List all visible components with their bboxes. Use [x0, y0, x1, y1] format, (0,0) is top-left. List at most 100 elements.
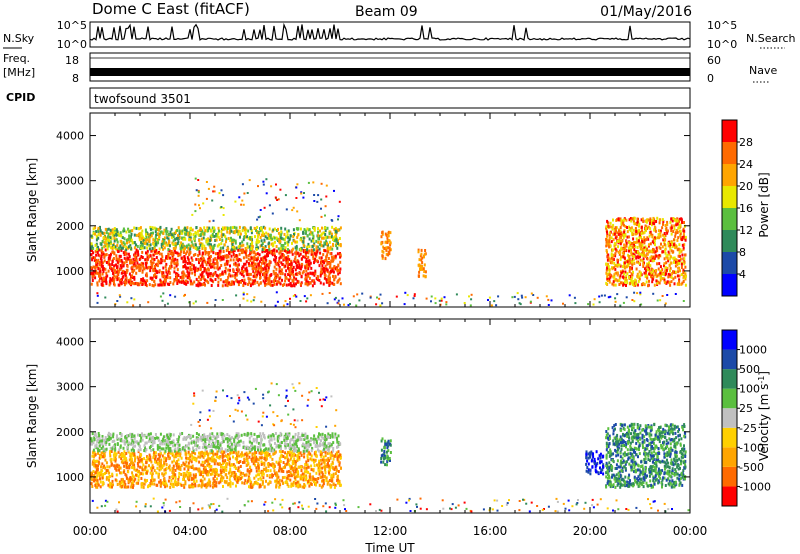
- scatter-cell: [339, 226, 342, 230]
- scatter-cell: [132, 304, 135, 307]
- scatter-cell: [285, 283, 288, 287]
- scatter-cell: [443, 296, 446, 299]
- scatter-cell: [636, 223, 638, 227]
- scatter-cell: [313, 242, 316, 246]
- scatter-cell: [665, 268, 668, 272]
- scatter-cell: [513, 295, 516, 298]
- scatter-cell: [184, 232, 187, 236]
- scatter-cell: [146, 256, 149, 260]
- scatter-cell: [119, 453, 122, 457]
- scatter-cell: [288, 450, 291, 454]
- scatter-cell: [278, 466, 281, 470]
- scatter-cell: [251, 484, 254, 488]
- scatter-cell: [262, 246, 265, 250]
- scatter-cell: [276, 300, 279, 303]
- scatter-cell: [101, 264, 104, 268]
- scatter-cell: [339, 466, 342, 470]
- scatter-cell: [624, 234, 627, 238]
- scatter-cell: [303, 192, 305, 194]
- scatter-cell: [227, 268, 230, 272]
- scatter-cell: [171, 466, 174, 470]
- scatter-cell: [159, 225, 162, 229]
- scatter-cell: [268, 237, 271, 241]
- scatter-cell: [610, 236, 613, 240]
- scatter-cell: [151, 283, 154, 287]
- scatter-cell: [214, 299, 217, 301]
- scatter-cell: [326, 458, 329, 462]
- scatter-cell: [623, 272, 626, 276]
- scatter-cell: [293, 284, 296, 288]
- scatter-cell: [208, 256, 211, 260]
- scatter-cell: [152, 284, 155, 288]
- scatter-cell: [225, 249, 228, 252]
- scatter-cell: [129, 229, 132, 233]
- scatter-cell: [635, 260, 638, 264]
- scatter-cell: [234, 239, 237, 243]
- scatter-cell: [229, 283, 232, 287]
- scatter-cell: [201, 254, 204, 258]
- scatter-cell: [169, 256, 171, 260]
- scatter-cell: [189, 484, 192, 488]
- scatter-cell: [327, 281, 330, 285]
- scatter-cell: [234, 467, 237, 470]
- scatter-cell: [295, 277, 298, 281]
- scatter-cell: [160, 252, 163, 256]
- scatter-cell: [242, 453, 245, 457]
- scatter-cell: [158, 232, 161, 236]
- scatter-cell: [184, 480, 187, 484]
- scatter-cell: [244, 267, 247, 271]
- scatter-cell: [279, 247, 282, 251]
- scatter-cell: [213, 458, 216, 462]
- scatter-cell: [97, 236, 100, 240]
- scatter-cell: [134, 254, 136, 258]
- scatter-cell: [197, 189, 200, 192]
- scatter-cell: [212, 246, 215, 250]
- scatter-cell: [287, 236, 290, 240]
- scatter-cell: [652, 255, 655, 259]
- scatter-cell: [219, 249, 222, 253]
- scatter-cell: [656, 236, 659, 240]
- scatter-cell: [247, 257, 250, 261]
- scatter-cell: [640, 232, 643, 236]
- scatter-cell: [684, 265, 687, 269]
- scatter-cell: [121, 479, 124, 483]
- scatter-cell: [219, 469, 222, 473]
- scatter-cell: [100, 465, 102, 469]
- scatter-cell: [114, 247, 117, 251]
- scatter-cell: [657, 229, 660, 233]
- scatter-cell: [263, 463, 266, 467]
- scatter-cell: [337, 215, 340, 218]
- scatter-cell: [632, 255, 635, 258]
- scatter-cell: [321, 232, 324, 236]
- scatter-cell: [237, 478, 239, 482]
- scatter-cell: [102, 270, 105, 274]
- scatter-cell: [201, 272, 204, 276]
- scatter-cell: [634, 241, 637, 245]
- scatter-cell: [308, 237, 311, 241]
- scatter-cell: [188, 253, 191, 257]
- scatter-cell: [620, 219, 623, 223]
- scatter-cell: [328, 271, 331, 275]
- scatter-cell: [615, 249, 618, 253]
- scatter-cell: [628, 227, 631, 231]
- scatter-cell: [146, 479, 148, 482]
- scatter-cell: [226, 284, 229, 288]
- scatter-cell: [666, 253, 669, 257]
- scatter-cell: [250, 229, 253, 232]
- scatter-cell: [265, 457, 268, 461]
- scatter-cell: [152, 238, 155, 242]
- scatter-cell: [184, 482, 187, 486]
- scatter-cell: [111, 228, 114, 232]
- scatter-cell: [100, 471, 103, 474]
- scatter-cell: [307, 272, 310, 276]
- scatter-cell: [160, 270, 163, 274]
- scatter-cell: [139, 281, 142, 285]
- scatter-cell: [231, 243, 234, 246]
- scatter-cell: [175, 277, 178, 281]
- scatter-cell: [658, 245, 661, 249]
- scatter-cell: [664, 269, 667, 273]
- scatter-cell: [612, 232, 615, 236]
- scatter-cell: [125, 485, 128, 489]
- scatter-cell: [105, 471, 108, 474]
- scatter-cell: [225, 465, 228, 469]
